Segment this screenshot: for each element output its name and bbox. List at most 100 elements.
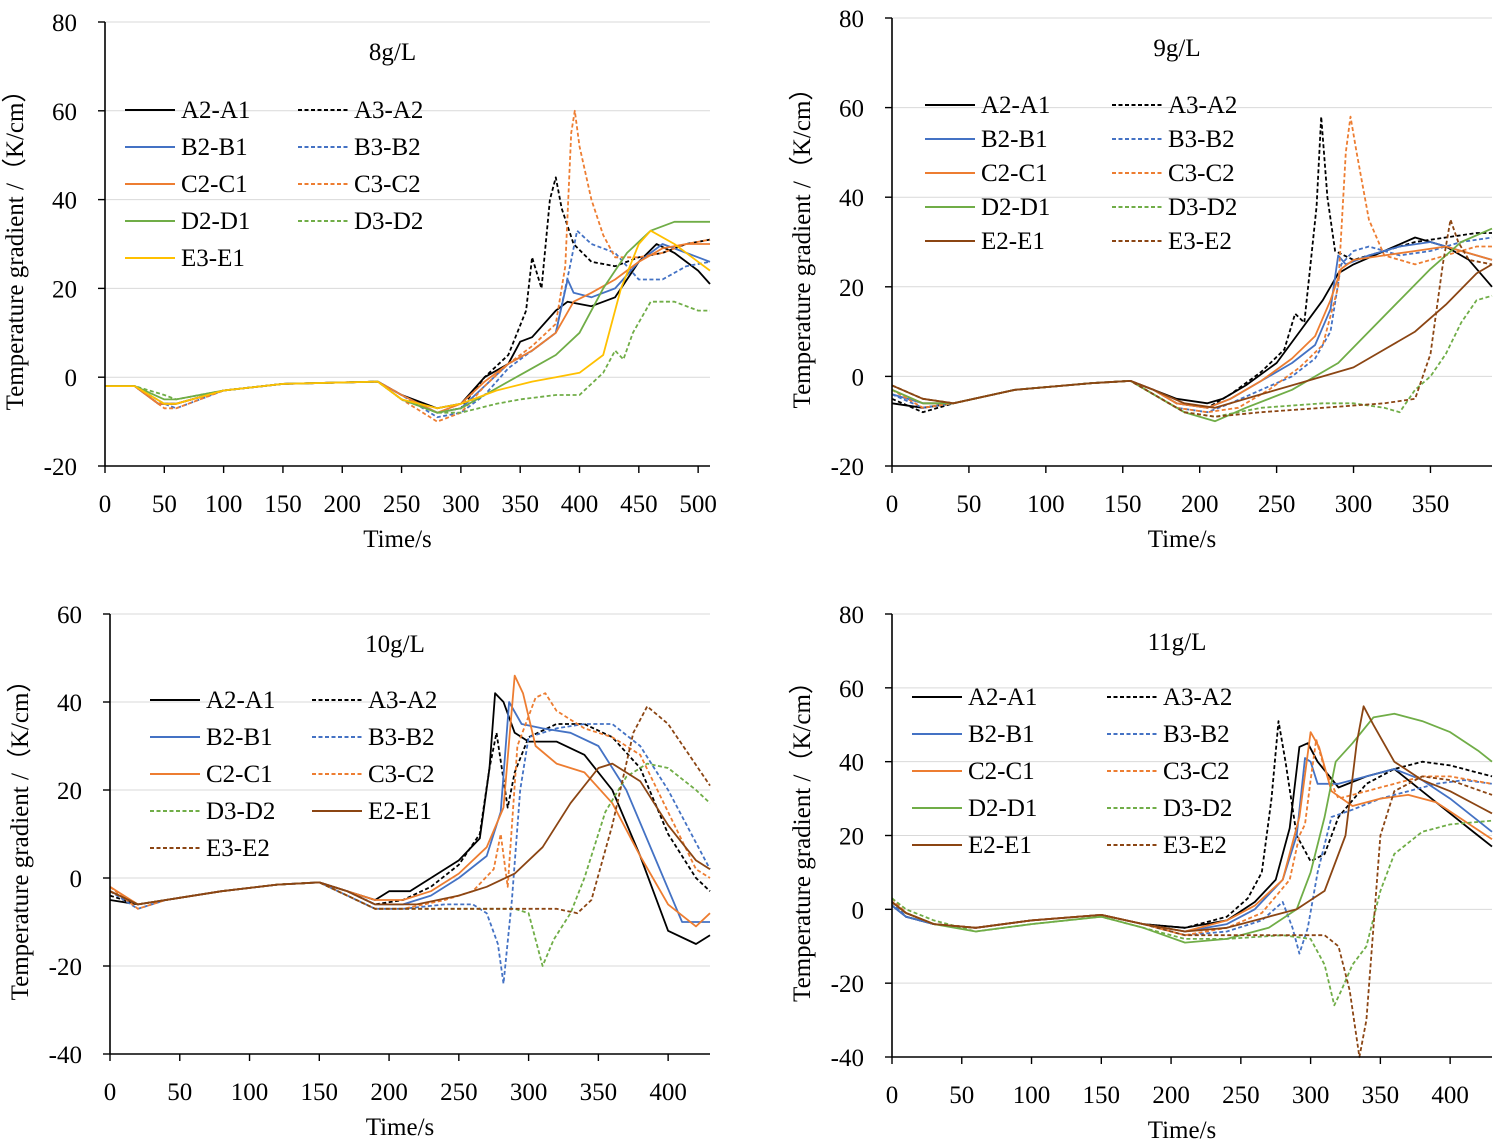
x-tick-label: 150 (301, 1079, 339, 1106)
y-tick-label: 60 (52, 99, 77, 126)
legend-label-a3-a2: A3-A2 (368, 687, 437, 714)
legend-label-a2-a1: A2-A1 (181, 97, 250, 124)
legend-label-a3-a2: A3-A2 (354, 97, 423, 124)
x-tick-label: 200 (1181, 491, 1219, 518)
legend-label-b2-b1: B2-B1 (968, 721, 1035, 748)
legend-label-c2-c1: C2-C1 (206, 761, 273, 788)
legend-label-e3-e2: E3-E2 (1168, 228, 1232, 255)
legend-label-c2-c1: C2-C1 (968, 758, 1035, 785)
y-tick-label: -20 (831, 454, 864, 481)
series-line-e3-e1 (105, 229, 711, 410)
legend-label-c2-c1: C2-C1 (981, 160, 1048, 187)
chart-title: 9g/L (1153, 35, 1200, 62)
x-tick-label: 100 (1027, 491, 1065, 518)
series-line-b2-b1 (891, 241, 1493, 409)
series-line-a2-a1 (891, 236, 1493, 409)
x-axis-label: Time/s (363, 526, 432, 553)
legend-label-b2-b1: B2-B1 (181, 134, 248, 161)
series-line-a3-a2 (891, 720, 1493, 929)
x-tick-label: 300 (1335, 491, 1373, 518)
y-tick-label: 0 (852, 897, 865, 924)
y-tick-label: 80 (839, 602, 864, 629)
y-tick-label: -20 (44, 454, 77, 481)
legend-label-e3-e2: E3-E2 (206, 835, 270, 862)
x-tick-label: 450 (620, 491, 658, 518)
y-axis-label: Temperature gradient /（K/cm） (6, 668, 34, 1001)
x-tick-label: 200 (370, 1079, 408, 1106)
x-tick-label: 250 (1222, 1082, 1260, 1109)
x-tick-label: 100 (205, 491, 243, 518)
y-tick-label: 60 (57, 602, 82, 629)
chart-8gL: -20 0 20 40 60 80 0 50 100 150 200 250 300 350 400 450 5… (1, 10, 717, 553)
x-tick-label: 50 (152, 491, 177, 518)
x-tick-label: 250 (440, 1079, 478, 1106)
x-tick-label: 200 (1152, 1082, 1190, 1109)
legend-label-c3-c2: C3-C2 (354, 171, 421, 198)
y-tick-label: 20 (839, 824, 864, 851)
legend-label-d2-d1: D2-D1 (981, 194, 1050, 221)
series-line-a3-a2 (109, 723, 711, 906)
legend-label-d2-d1: D2-D1 (181, 208, 250, 235)
x-axis-label: Time/s (1148, 526, 1217, 553)
x-tick-label: 150 (264, 491, 302, 518)
chart-title: 10g/L (365, 631, 425, 658)
x-tick-label: 250 (1258, 491, 1296, 518)
legend-label-d3-d2: D3-D2 (354, 208, 423, 235)
series-line-d3-d2 (891, 294, 1493, 418)
y-tick-label: 20 (57, 778, 82, 805)
y-tick-label: 0 (70, 866, 83, 893)
x-tick-label: 150 (1104, 491, 1142, 518)
legend-label-e2-e1: E2-E1 (981, 228, 1045, 255)
y-tick-label: -20 (831, 971, 864, 998)
series-line-d3-d2 (891, 819, 1493, 1007)
x-tick-label: 50 (956, 491, 981, 518)
y-tick-label: 80 (52, 10, 77, 37)
y-tick-label: 20 (839, 275, 864, 302)
x-tick-label: 50 (949, 1082, 974, 1109)
legend-label-d3-d2: D3-D2 (206, 798, 275, 825)
legend-label-e2-e1: E2-E1 (368, 798, 432, 825)
legend-label-b3-b2: B3-B2 (368, 724, 435, 751)
y-axis-label: Temperature gradient /（K/cm） (788, 76, 816, 409)
x-tick-label: 350 (1362, 1082, 1400, 1109)
y-tick-label: -40 (831, 1045, 864, 1072)
x-tick-label: 500 (679, 491, 717, 518)
chart-9gL: -20 0 20 40 60 80 0 50 100 150 200 250 300 350 Time/s T… (788, 6, 1493, 553)
series-line-d3-d2 (105, 300, 710, 414)
x-tick-label: 300 (442, 491, 480, 518)
legend-label-c2-c1: C2-C1 (181, 171, 248, 198)
x-tick-label: 350 (1412, 491, 1450, 518)
x-tick-label: 400 (561, 491, 599, 518)
x-axis-label: Time/s (366, 1114, 435, 1141)
series-line-e3-e2 (109, 705, 711, 915)
x-tick-label: 0 (886, 491, 899, 518)
legend-label-b2-b1: B2-B1 (981, 126, 1048, 153)
series-line-d2-d1 (891, 712, 1493, 944)
legend-label-e2-e1: E2-E1 (968, 832, 1032, 859)
legend-label-a2-a1: A2-A1 (981, 92, 1050, 119)
y-tick-label: 60 (839, 676, 864, 703)
legend-label-b2-b1: B2-B1 (206, 724, 273, 751)
x-tick-label: 100 (231, 1079, 269, 1106)
legend-label-d2-d1: D2-D1 (968, 795, 1037, 822)
x-tick-label: 150 (1083, 1082, 1121, 1109)
y-tick-label: 40 (57, 690, 82, 717)
legend-label-a3-a2: A3-A2 (1168, 92, 1237, 119)
x-tick-label: 300 (510, 1079, 548, 1106)
x-tick-label: 400 (649, 1079, 687, 1106)
y-tick-label: 0 (65, 365, 78, 392)
series-line-e2-e1 (891, 705, 1493, 933)
legend-label-e3-e1: E3-E1 (181, 245, 245, 272)
series-line-b3-b2 (105, 229, 711, 419)
x-tick-label: 100 (1013, 1082, 1051, 1109)
chart-title: 8g/L (369, 39, 416, 66)
y-tick-label: 60 (839, 96, 864, 123)
legend-label-d3-d2: D3-D2 (1163, 795, 1232, 822)
chart-11gL: -40 -20 0 20 40 60 80 0 50 100 150 200 250 300 350 400 T… (788, 602, 1493, 1144)
x-tick-label: 400 (1431, 1082, 1469, 1109)
series-line-c3-c2 (109, 692, 711, 910)
series-line-d2-d1 (891, 227, 1493, 423)
legend-label-c3-c2: C3-C2 (1163, 758, 1230, 785)
y-tick-label: 20 (52, 276, 77, 303)
